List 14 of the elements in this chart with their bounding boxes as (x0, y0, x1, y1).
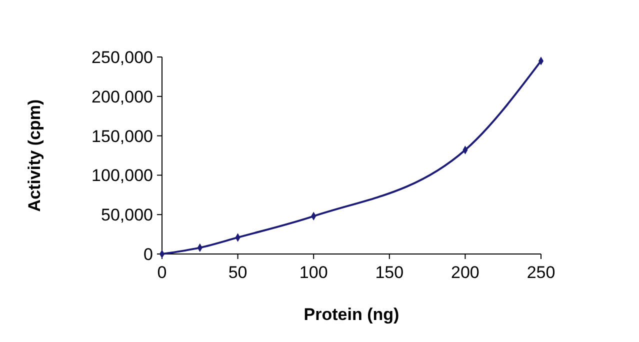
x-tick-label: 100 (299, 263, 328, 282)
x-tick-label: 150 (375, 263, 404, 282)
y-tick-label: 150,000 (92, 126, 153, 146)
x-tick-label: 200 (451, 263, 480, 282)
y-tick-label: 0 (144, 244, 153, 264)
y-tick-label: 200,000 (92, 87, 153, 106)
x-axis-title: Protein (ng) (304, 305, 400, 324)
y-tick-label: 250,000 (92, 48, 153, 67)
y-axis-title: Activity (cpm) (25, 99, 44, 212)
x-tick-label: 250 (526, 263, 556, 282)
y-tick-label: 100,000 (92, 166, 153, 186)
x-tick-label: 50 (228, 263, 248, 282)
y-tick-label: 50,000 (101, 206, 153, 225)
x-tick-label: 0 (157, 263, 167, 282)
